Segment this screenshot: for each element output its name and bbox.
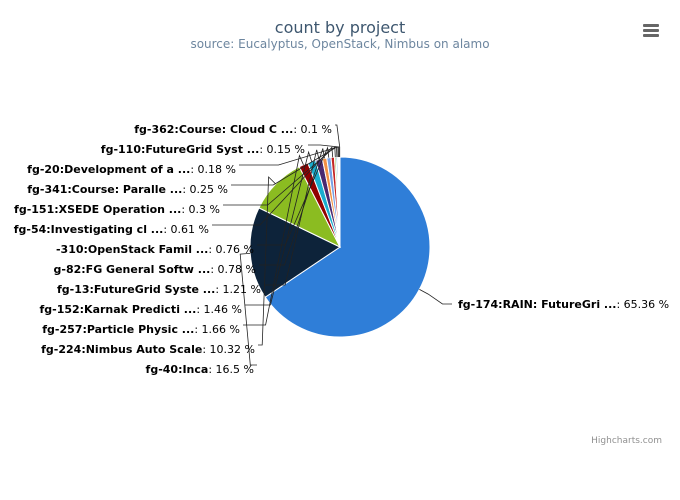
data-label-name: fg-341:Course: Paralle ... bbox=[27, 183, 182, 196]
data-label: fg-341:Course: Paralle ...: 0.25 % bbox=[27, 183, 228, 196]
hamburger-menu-icon bbox=[643, 24, 659, 37]
data-label-value: : 0.1 % bbox=[293, 123, 332, 136]
data-label-name: fg-224:Nimbus Auto Scale bbox=[41, 343, 202, 356]
data-label-name: fg-13:FutureGrid Syste ... bbox=[57, 283, 215, 296]
label-connector bbox=[335, 124, 341, 157]
data-label-name: fg-362:Course: Cloud C ... bbox=[134, 123, 293, 136]
data-label-name: fg-54:Investigating cl ... bbox=[14, 223, 164, 236]
data-label-value: : 0.15 % bbox=[259, 143, 305, 156]
label-connector bbox=[308, 144, 340, 158]
data-label: -310:OpenStack Famil ...: 0.76 % bbox=[56, 243, 254, 256]
data-label-value: : 1.21 % bbox=[215, 283, 261, 296]
pie-slices bbox=[249, 156, 431, 338]
data-label: fg-152:Karnak Predicti ...: 1.46 % bbox=[39, 303, 242, 316]
data-label-value: : 1.46 % bbox=[196, 303, 242, 316]
data-label-value: : 16.5 % bbox=[208, 363, 254, 376]
data-label: fg-224:Nimbus Auto Scale: 10.32 % bbox=[41, 343, 255, 356]
data-label: fg-13:FutureGrid Syste ...: 1.21 % bbox=[57, 283, 261, 296]
data-label-value: : 0.18 % bbox=[190, 163, 236, 176]
pie-slice[interactable] bbox=[249, 207, 342, 298]
data-label-name: fg-257:Particle Physic ... bbox=[42, 323, 194, 336]
data-label: fg-40:Inca: 16.5 % bbox=[146, 363, 254, 376]
label-connector bbox=[223, 146, 336, 206]
credits-link[interactable]: Highcharts.com bbox=[591, 436, 662, 446]
data-label: fg-174:RAIN: FutureGri ...: 65.36 % bbox=[458, 298, 669, 311]
data-label: fg-20:Development of a ...: 0.18 % bbox=[27, 163, 236, 176]
data-label-value: : 0.78 % bbox=[210, 263, 256, 276]
label-connector bbox=[239, 253, 257, 366]
label-connector bbox=[264, 149, 320, 286]
data-label-value: : 10.32 % bbox=[202, 343, 255, 356]
data-label-value: : 65.36 % bbox=[616, 298, 669, 311]
data-label-name: fg-151:XSEDE Operation ... bbox=[14, 203, 181, 216]
data-label-value: : 0.25 % bbox=[182, 183, 228, 196]
data-label: fg-54:Investigating cl ...: 0.61 % bbox=[14, 223, 209, 236]
data-label: fg-110:FutureGrid Syst ...: 0.15 % bbox=[101, 143, 305, 156]
pie-slice[interactable] bbox=[264, 156, 431, 338]
data-label-name: g-82:FG General Softw ... bbox=[54, 263, 211, 276]
data-label-value: : 1.66 % bbox=[194, 323, 240, 336]
data-label-name: fg-174:RAIN: FutureGri ... bbox=[458, 298, 616, 311]
label-connector bbox=[245, 150, 313, 306]
pie-slice[interactable] bbox=[338, 156, 341, 248]
label-connector bbox=[212, 146, 334, 226]
data-label-name: fg-110:FutureGrid Syst ... bbox=[101, 143, 260, 156]
data-label: fg-257:Particle Physic ...: 1.66 % bbox=[42, 323, 240, 336]
chart-title: count by project bbox=[275, 18, 405, 37]
label-connector bbox=[419, 289, 452, 305]
label-connectors bbox=[212, 124, 452, 366]
data-label-value: : 0.3 % bbox=[181, 203, 220, 216]
data-label: fg-362:Course: Cloud C ...: 0.1 % bbox=[134, 123, 332, 136]
data-label-value: : 0.61 % bbox=[163, 223, 209, 236]
label-connector bbox=[243, 154, 304, 326]
data-label-value: : 0.76 % bbox=[208, 243, 254, 256]
data-label-name: -310:OpenStack Famil ... bbox=[56, 243, 208, 256]
data-label-name: fg-20:Development of a ... bbox=[27, 163, 190, 176]
data-label-name: fg-40:Inca bbox=[146, 363, 209, 376]
data-label: fg-151:XSEDE Operation ...: 0.3 % bbox=[14, 203, 220, 216]
context-menu-button[interactable] bbox=[638, 18, 664, 42]
data-label: g-82:FG General Softw ...: 0.78 % bbox=[54, 263, 256, 276]
label-connector bbox=[257, 146, 330, 246]
chart-subtitle: source: Eucalyptus, OpenStack, Nimbus on… bbox=[190, 37, 489, 51]
label-connector bbox=[258, 176, 276, 346]
label-connector bbox=[239, 146, 339, 166]
data-labels: fg-174:RAIN: FutureGri ...: 65.36 % fg-36… bbox=[14, 123, 669, 376]
data-label-name: fg-152:Karnak Predicti ... bbox=[39, 303, 196, 316]
